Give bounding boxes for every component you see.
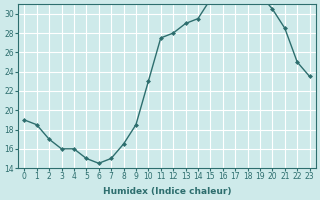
X-axis label: Humidex (Indice chaleur): Humidex (Indice chaleur)	[103, 187, 231, 196]
